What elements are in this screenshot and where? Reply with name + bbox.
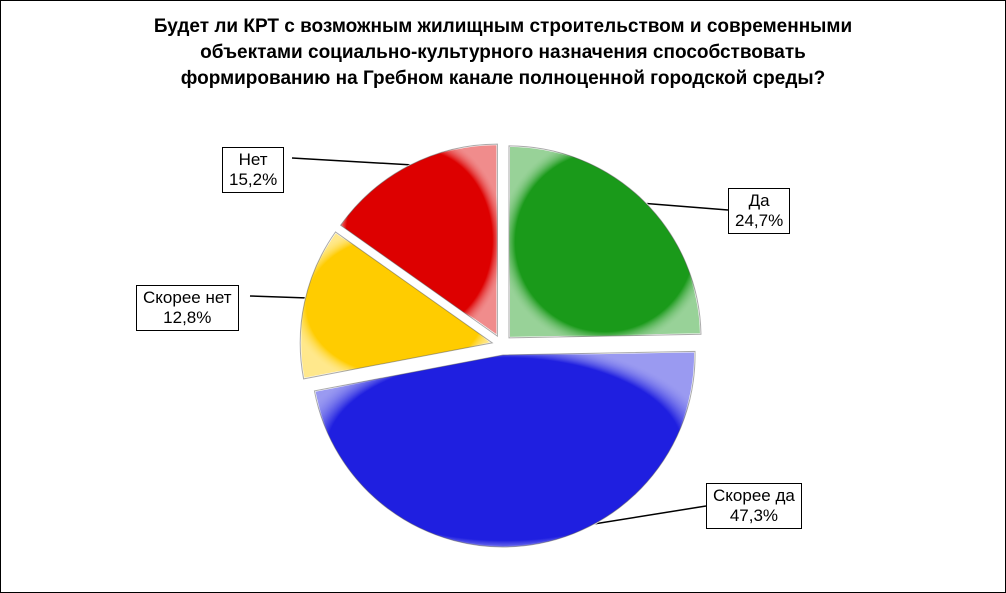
data-label-skoree-da: Скорее да 47,3% <box>706 483 802 529</box>
slice-name: Да <box>748 191 770 210</box>
data-label-da: Да 24,7% <box>728 188 791 234</box>
leader-line <box>249 295 309 299</box>
slice-net-bevel <box>339 143 498 338</box>
slice-skoree-net-bevel <box>299 231 494 380</box>
slice-name: Скорее да <box>713 486 795 505</box>
slice-value: 47,3% <box>729 506 779 525</box>
data-label-net: Нет 15,2% <box>222 147 285 193</box>
slice-da-bevel <box>508 145 702 339</box>
slice-skoree-da-bevel <box>313 350 696 548</box>
slice-name: Скорее нет <box>143 288 232 307</box>
chart-title: Будет ли КРТ с возможным жилищным строит… <box>153 16 853 89</box>
slice-name: Нет <box>238 150 268 169</box>
slice-value: 15,2% <box>229 170 278 189</box>
slice-value: 24,7% <box>735 211 784 230</box>
leader-line <box>639 202 729 211</box>
slice-value: 12,8% <box>163 308 212 327</box>
data-label-skoree-net: Скорее нет 12,8% <box>136 285 239 331</box>
leader-line <box>291 157 414 166</box>
